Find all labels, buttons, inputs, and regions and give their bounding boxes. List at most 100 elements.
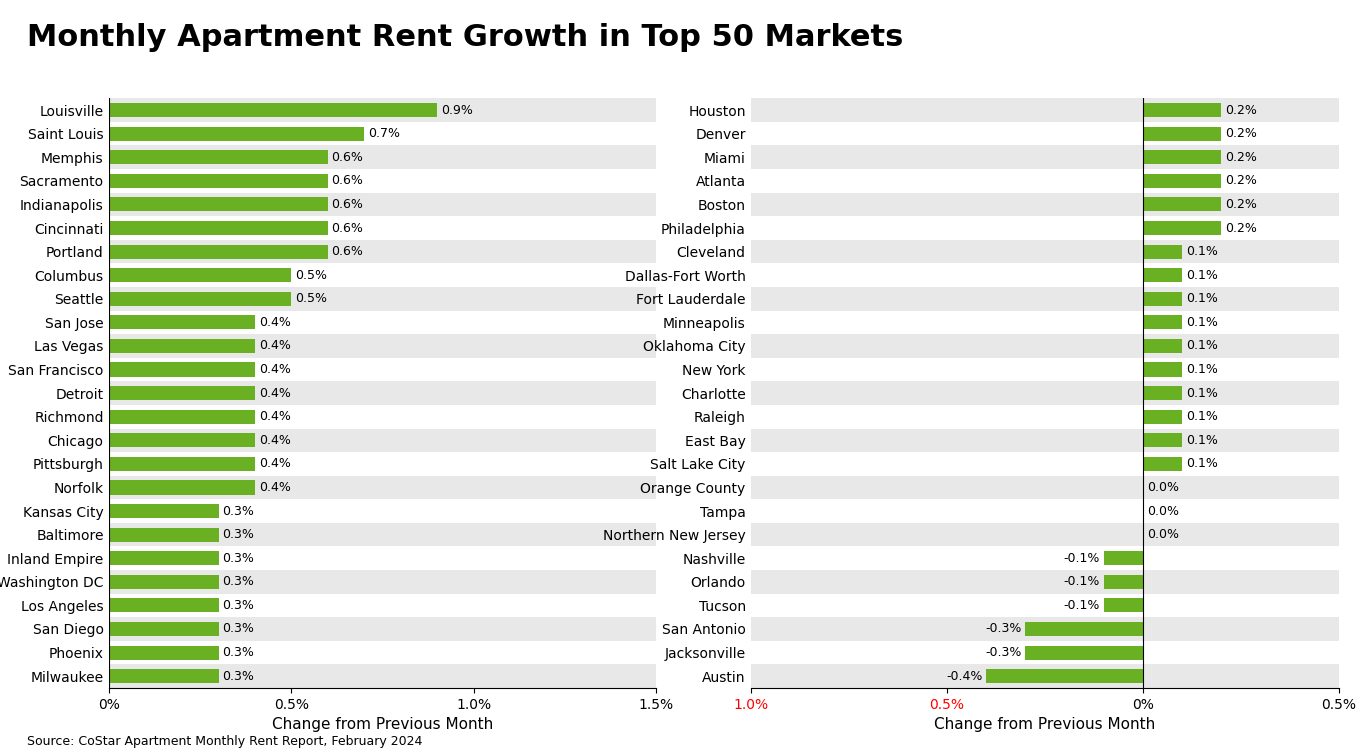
- Bar: [751, 405, 1339, 429]
- Bar: [751, 334, 1339, 358]
- Bar: [109, 570, 656, 593]
- Bar: [751, 476, 1339, 499]
- Bar: [109, 193, 656, 216]
- Text: 0.3%: 0.3%: [223, 670, 254, 683]
- Bar: [109, 216, 656, 240]
- Bar: [109, 98, 656, 122]
- Bar: [751, 617, 1339, 641]
- Text: 0.1%: 0.1%: [1186, 386, 1218, 400]
- Text: -0.3%: -0.3%: [985, 622, 1022, 636]
- Bar: [751, 547, 1339, 570]
- Text: 0.3%: 0.3%: [223, 528, 254, 541]
- Text: 0.2%: 0.2%: [1225, 222, 1257, 234]
- Bar: [109, 593, 656, 617]
- Bar: [109, 358, 656, 381]
- Bar: [109, 410, 255, 424]
- Text: 0.6%: 0.6%: [332, 175, 363, 187]
- Bar: [1143, 174, 1221, 188]
- Bar: [1143, 268, 1182, 282]
- Bar: [109, 311, 656, 334]
- Text: 0.1%: 0.1%: [1186, 363, 1218, 376]
- Bar: [751, 216, 1339, 240]
- Bar: [1143, 433, 1182, 448]
- Bar: [986, 669, 1143, 683]
- Bar: [109, 429, 656, 452]
- Text: 0.2%: 0.2%: [1225, 104, 1257, 116]
- Bar: [1143, 292, 1182, 306]
- Bar: [751, 593, 1339, 617]
- Text: 0.3%: 0.3%: [223, 622, 254, 636]
- Text: 0.9%: 0.9%: [441, 104, 473, 116]
- Text: 0.6%: 0.6%: [332, 198, 363, 211]
- Bar: [1143, 362, 1182, 376]
- Bar: [109, 669, 219, 683]
- Text: 0.1%: 0.1%: [1186, 245, 1218, 258]
- Bar: [109, 244, 328, 259]
- Text: 0.2%: 0.2%: [1225, 150, 1257, 164]
- Bar: [751, 499, 1339, 523]
- Text: 0.4%: 0.4%: [258, 363, 291, 376]
- Bar: [751, 263, 1339, 287]
- Bar: [1104, 598, 1143, 612]
- Bar: [109, 339, 255, 353]
- Bar: [751, 193, 1339, 216]
- Text: 0.0%: 0.0%: [1147, 528, 1179, 541]
- Text: 0.1%: 0.1%: [1186, 268, 1218, 282]
- Text: 0.2%: 0.2%: [1225, 198, 1257, 211]
- Bar: [751, 381, 1339, 405]
- Bar: [751, 523, 1339, 547]
- Text: Monthly Apartment Rent Growth in Top 50 Markets: Monthly Apartment Rent Growth in Top 50 …: [27, 23, 904, 51]
- Text: 0.5%: 0.5%: [295, 293, 326, 305]
- Bar: [109, 547, 656, 570]
- Bar: [109, 268, 291, 282]
- Bar: [1104, 575, 1143, 589]
- Bar: [1104, 551, 1143, 565]
- Bar: [109, 665, 656, 688]
- Text: 0.4%: 0.4%: [258, 457, 291, 470]
- Text: 0.6%: 0.6%: [332, 150, 363, 164]
- Bar: [109, 575, 219, 589]
- Text: -0.4%: -0.4%: [947, 670, 982, 683]
- Bar: [109, 433, 255, 448]
- Bar: [751, 145, 1339, 169]
- Bar: [109, 646, 219, 660]
- Bar: [751, 641, 1339, 665]
- Bar: [109, 641, 656, 665]
- Text: 0.1%: 0.1%: [1186, 316, 1218, 329]
- Text: 0.3%: 0.3%: [223, 504, 254, 518]
- Text: -0.3%: -0.3%: [985, 646, 1022, 659]
- Text: -0.1%: -0.1%: [1064, 552, 1100, 565]
- Text: -0.1%: -0.1%: [1064, 575, 1100, 588]
- Text: Source: CoStar Apartment Monthly Rent Report, February 2024: Source: CoStar Apartment Monthly Rent Re…: [27, 736, 422, 748]
- Bar: [1026, 622, 1143, 636]
- Text: 0.3%: 0.3%: [223, 575, 254, 588]
- Bar: [109, 221, 328, 235]
- Bar: [109, 334, 656, 358]
- Bar: [109, 287, 656, 311]
- Bar: [751, 429, 1339, 452]
- Bar: [109, 598, 219, 612]
- Bar: [1143, 244, 1182, 259]
- Text: 0.0%: 0.0%: [1147, 481, 1179, 494]
- Bar: [109, 103, 437, 117]
- Bar: [109, 386, 255, 400]
- Text: 0.6%: 0.6%: [332, 222, 363, 234]
- Bar: [109, 197, 328, 212]
- Text: 0.1%: 0.1%: [1186, 434, 1218, 447]
- Text: 0.5%: 0.5%: [295, 268, 326, 282]
- Bar: [1143, 315, 1182, 330]
- Bar: [109, 145, 656, 169]
- Bar: [1143, 197, 1221, 212]
- Text: 0.1%: 0.1%: [1186, 457, 1218, 470]
- Bar: [109, 381, 656, 405]
- Bar: [1143, 103, 1221, 117]
- Bar: [751, 122, 1339, 145]
- Text: 0.2%: 0.2%: [1225, 127, 1257, 140]
- Bar: [1143, 386, 1182, 400]
- Bar: [109, 452, 656, 476]
- Text: 0.1%: 0.1%: [1186, 411, 1218, 423]
- Bar: [109, 150, 328, 164]
- Bar: [109, 362, 255, 376]
- Text: 0.6%: 0.6%: [332, 245, 363, 258]
- X-axis label: Change from Previous Month: Change from Previous Month: [272, 717, 493, 733]
